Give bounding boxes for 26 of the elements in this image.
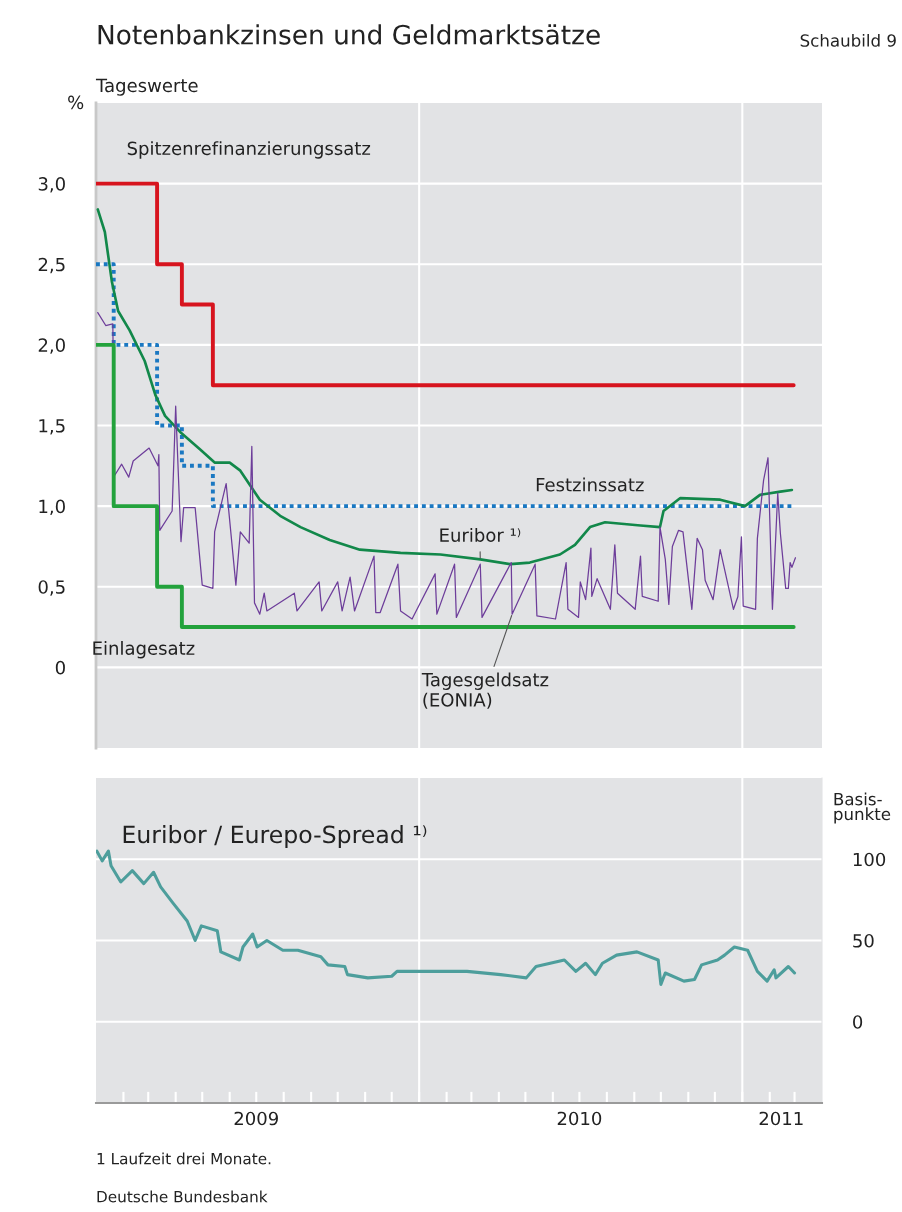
y-axis-title: Basis- punkte	[834, 792, 891, 824]
text: Tagesgeldsatz (EONIA)	[421, 672, 549, 709]
y-tick-label: 0	[55, 660, 65, 675]
series-label: Festzinssatz	[536, 477, 644, 492]
y-tick-label: 2,5	[38, 257, 65, 274]
y-tick-label: 2,0	[38, 338, 65, 354]
y-tick-label: 1,0	[39, 499, 65, 516]
series-label: Euribor ¹⁾	[440, 527, 521, 542]
y-axis-title: %	[68, 95, 84, 110]
text: Euribor / Eurepo-Spread ¹⁾	[123, 825, 427, 848]
text: Schaubild 9	[800, 33, 896, 47]
y-tick-label: 3,0	[38, 177, 65, 193]
x-tick-label: 2011	[759, 1111, 803, 1126]
y-tick-label: 0,5	[38, 580, 65, 596]
series-label: Einlagesatz	[93, 640, 195, 659]
x-tick-label: 2009	[234, 1111, 278, 1126]
x-tick-label: 2010	[557, 1111, 602, 1126]
y-tick-label: 100	[853, 852, 886, 867]
text: Deutsche Bundesbank	[97, 1190, 268, 1203]
y-tick-label: 1,5	[39, 419, 65, 435]
y-tick-label: 50	[853, 933, 874, 948]
y-tick-label: 0	[853, 1015, 863, 1029]
chart-subtitle: Tageswerte	[95, 78, 198, 96]
text: 1 Laufzeit drei Monate.	[97, 1152, 271, 1165]
chart-title: Notenbankzinsen und Geldmarktsätze	[98, 24, 600, 45]
series-label: Spitzenrefinanzierungssatz	[127, 141, 371, 159]
